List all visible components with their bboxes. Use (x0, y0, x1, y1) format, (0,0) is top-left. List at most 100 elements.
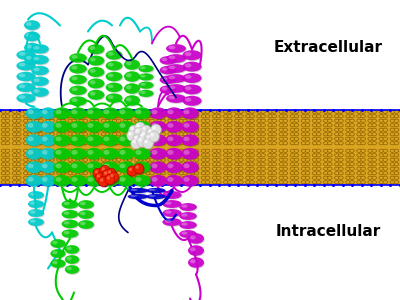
Ellipse shape (135, 122, 145, 133)
Ellipse shape (216, 110, 221, 113)
Ellipse shape (97, 174, 100, 178)
Ellipse shape (328, 124, 332, 127)
Ellipse shape (150, 119, 154, 122)
Ellipse shape (372, 137, 376, 140)
Ellipse shape (338, 124, 343, 127)
Ellipse shape (26, 148, 42, 160)
Ellipse shape (128, 163, 132, 166)
Ellipse shape (50, 142, 54, 145)
Ellipse shape (16, 72, 36, 81)
Ellipse shape (86, 122, 104, 134)
Ellipse shape (62, 220, 79, 229)
Ellipse shape (108, 52, 114, 56)
Ellipse shape (40, 121, 56, 133)
Ellipse shape (324, 133, 328, 136)
Ellipse shape (50, 181, 54, 184)
Ellipse shape (238, 176, 243, 179)
Ellipse shape (124, 176, 128, 179)
Ellipse shape (272, 154, 276, 157)
Ellipse shape (205, 167, 210, 170)
Ellipse shape (38, 154, 43, 157)
Ellipse shape (138, 172, 143, 175)
Ellipse shape (146, 133, 150, 136)
Ellipse shape (133, 134, 143, 145)
Ellipse shape (238, 137, 243, 140)
Ellipse shape (50, 115, 54, 118)
Ellipse shape (107, 176, 110, 179)
Ellipse shape (117, 148, 135, 160)
Ellipse shape (50, 124, 54, 127)
Ellipse shape (338, 128, 343, 131)
Ellipse shape (42, 150, 48, 155)
Ellipse shape (148, 128, 158, 139)
Ellipse shape (394, 176, 399, 179)
Ellipse shape (128, 137, 132, 140)
Ellipse shape (100, 178, 103, 182)
Ellipse shape (5, 115, 10, 118)
Ellipse shape (151, 177, 158, 182)
Ellipse shape (294, 137, 299, 140)
Ellipse shape (101, 110, 106, 113)
Ellipse shape (102, 135, 120, 147)
Ellipse shape (268, 119, 272, 122)
Ellipse shape (279, 128, 284, 131)
Ellipse shape (257, 142, 262, 145)
Ellipse shape (38, 181, 43, 184)
Ellipse shape (62, 229, 78, 238)
Ellipse shape (17, 94, 36, 104)
Ellipse shape (70, 76, 88, 85)
Ellipse shape (90, 133, 95, 136)
Ellipse shape (118, 149, 136, 161)
Ellipse shape (68, 142, 72, 145)
Ellipse shape (183, 115, 188, 118)
Ellipse shape (83, 110, 88, 113)
Ellipse shape (172, 133, 176, 136)
Ellipse shape (87, 164, 94, 168)
Ellipse shape (257, 133, 262, 136)
Ellipse shape (316, 137, 321, 140)
Ellipse shape (50, 137, 54, 140)
Ellipse shape (94, 128, 99, 131)
Ellipse shape (69, 175, 87, 187)
Ellipse shape (138, 119, 143, 122)
Ellipse shape (104, 110, 110, 114)
Ellipse shape (102, 169, 112, 180)
Ellipse shape (128, 128, 132, 131)
Ellipse shape (105, 176, 110, 179)
Ellipse shape (64, 221, 70, 225)
Ellipse shape (201, 115, 206, 118)
Ellipse shape (24, 124, 28, 127)
Ellipse shape (46, 142, 50, 145)
Ellipse shape (105, 163, 110, 166)
Ellipse shape (38, 110, 43, 113)
Ellipse shape (94, 115, 99, 118)
Ellipse shape (28, 181, 32, 184)
Ellipse shape (279, 115, 284, 118)
Ellipse shape (38, 133, 43, 136)
Ellipse shape (90, 124, 95, 127)
Ellipse shape (301, 124, 306, 127)
Ellipse shape (141, 131, 145, 135)
Ellipse shape (104, 123, 110, 128)
Ellipse shape (301, 133, 306, 136)
Ellipse shape (72, 123, 78, 128)
Ellipse shape (305, 128, 310, 131)
Ellipse shape (134, 176, 139, 179)
Ellipse shape (38, 137, 43, 140)
Ellipse shape (150, 133, 154, 136)
Ellipse shape (116, 119, 121, 122)
Ellipse shape (246, 119, 250, 122)
Ellipse shape (32, 88, 50, 98)
Ellipse shape (179, 167, 184, 170)
Ellipse shape (316, 142, 321, 145)
Ellipse shape (205, 128, 210, 131)
Ellipse shape (361, 128, 366, 131)
Ellipse shape (212, 128, 217, 131)
Ellipse shape (224, 172, 228, 175)
Ellipse shape (102, 162, 120, 174)
Ellipse shape (28, 128, 32, 131)
Ellipse shape (90, 128, 95, 131)
Ellipse shape (179, 119, 184, 122)
Ellipse shape (172, 181, 176, 184)
Ellipse shape (25, 44, 41, 53)
